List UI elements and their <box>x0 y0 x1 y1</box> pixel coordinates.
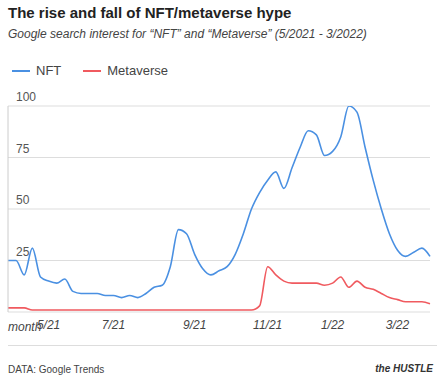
svg-text:3/22: 3/22 <box>386 318 410 332</box>
svg-text:25: 25 <box>16 245 30 259</box>
html-text:DATA: Google Trends: DATA: Google Trends <box>8 364 105 375</box>
html-text:NFT: NFT <box>36 63 62 78</box>
html-text:Google search interest for “NF: Google search interest for “NFT” and “Me… <box>8 27 367 41</box>
svg-text:7/21: 7/21 <box>102 318 125 332</box>
html-text:Metaverse: Metaverse <box>107 63 168 78</box>
svg-text:5/21: 5/21 <box>36 317 61 332</box>
svg-text:11/21: 11/21 <box>253 318 282 332</box>
html-text:the HUSTLE: the HUSTLE <box>375 363 433 374</box>
svg-text:1/22: 1/22 <box>321 318 345 332</box>
svg-text:100: 100 <box>16 90 36 104</box>
svg-text:50: 50 <box>16 193 30 207</box>
html-text:month: month <box>8 320 42 334</box>
html-text:The rise and fall of NFT/metav: The rise and fall of NFT/metaverse hype <box>8 4 292 21</box>
svg-text:75: 75 <box>16 142 30 156</box>
svg-text:9/21: 9/21 <box>183 318 206 332</box>
